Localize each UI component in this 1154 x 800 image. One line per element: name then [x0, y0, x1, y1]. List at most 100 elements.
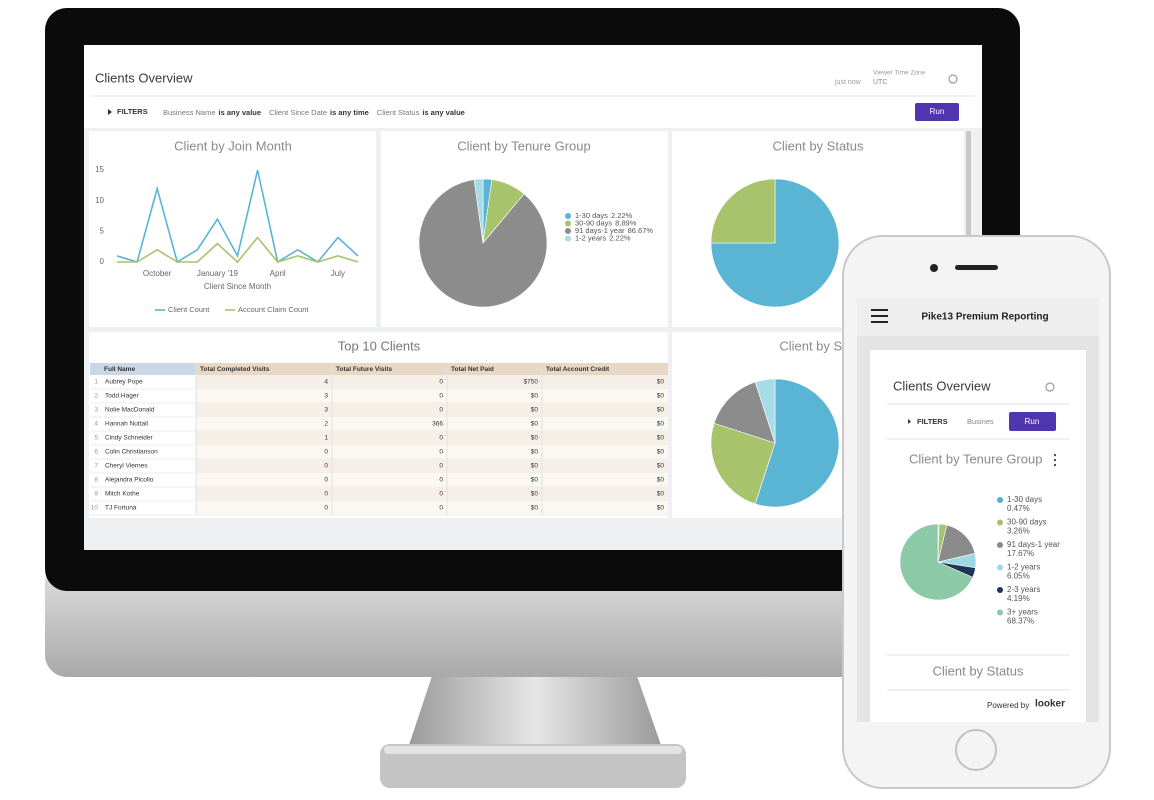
- cell: 0: [439, 505, 443, 512]
- legend-label: 30-90 days 8.89%: [575, 218, 637, 227]
- cell: Colin Christianson: [105, 449, 158, 456]
- legend-name: 91 days-1 year: [1007, 540, 1060, 549]
- legend-swatch: [565, 235, 571, 242]
- legend-name: 3+ years: [1007, 608, 1038, 617]
- cell: $0: [531, 505, 539, 512]
- phone-app-bar: [857, 298, 1099, 336]
- settings-icon[interactable]: [948, 74, 958, 84]
- table-title: Top 10 Clients: [338, 338, 421, 353]
- menu-icon[interactable]: [871, 309, 888, 323]
- legend-value: 0.47%: [1007, 504, 1030, 513]
- filter-field: Client Status: [377, 108, 420, 117]
- monitor-base-top: [384, 746, 682, 754]
- filter-condition: is any value: [422, 108, 465, 117]
- cell: 0: [439, 379, 443, 386]
- home-button[interactable]: [955, 729, 997, 771]
- row-number: 8: [94, 477, 98, 484]
- legend-swatch: [997, 564, 1003, 571]
- x-axis-label: Client Since Month: [204, 282, 271, 291]
- cell: $0: [657, 505, 665, 512]
- timezone-label: Viewer Time Zone: [873, 70, 926, 77]
- cell: 0: [324, 491, 328, 498]
- pie-slice: [710, 178, 840, 308]
- legend-swatch: [997, 519, 1003, 526]
- run-button[interactable]: [915, 103, 959, 121]
- legend-name: 1-2 years: [575, 233, 607, 242]
- desktop-content: Clients Overview just now Viewer Time Zone…: [90, 70, 945, 516]
- table-row-bg: [196, 403, 668, 417]
- cell: 0: [439, 463, 443, 470]
- phone: [842, 235, 1111, 789]
- cell: $0: [657, 435, 665, 442]
- y-tick-label: 15: [95, 165, 104, 174]
- cell: 0: [439, 491, 443, 498]
- last-updated: just now: [834, 79, 862, 86]
- legend-swatch: [565, 220, 571, 227]
- cell: $0: [657, 379, 665, 386]
- filters-caret: [108, 109, 112, 115]
- row-number: 4: [94, 421, 98, 428]
- legend-name: 30-90 days: [1007, 518, 1047, 527]
- legend-label: 1-30 days 0.47%: [1007, 495, 1042, 513]
- legend-swatch: [997, 497, 1003, 503]
- cell: Cheryl Viernes: [105, 463, 148, 470]
- cell: 0: [324, 449, 328, 456]
- row-number: 9: [94, 491, 98, 498]
- phone-content: Pike13 Premium Reporting Clients Overview…: [893, 312, 1065, 710]
- row-number: 3: [94, 407, 98, 414]
- legend-value: 3.26%: [1007, 527, 1030, 536]
- cell: Cindy Schneider: [105, 435, 154, 442]
- row-number: 6: [94, 449, 98, 456]
- monitor-base: [380, 744, 686, 788]
- column-header: Total Completed Visits: [200, 366, 270, 373]
- dashboard-title: Clients Overview: [893, 378, 991, 393]
- cell: Alejandra Picollo: [105, 477, 154, 484]
- row-number: 1: [94, 379, 98, 386]
- table-row-bg: [196, 417, 668, 431]
- cell: 3: [324, 393, 328, 400]
- legend-label: 91 days-1 year 86.67%: [575, 226, 653, 235]
- legend-name: 1-30 days: [575, 211, 608, 220]
- settings-icon[interactable]: [1045, 382, 1055, 392]
- filter-preview: Busines: [967, 417, 994, 426]
- cell: $0: [657, 491, 665, 498]
- run-button-label[interactable]: Run: [930, 107, 945, 116]
- cell: $0: [531, 393, 539, 400]
- cell: 0: [439, 435, 443, 442]
- scrollbar: [966, 131, 971, 251]
- pie-slice: [710, 178, 776, 244]
- column-header: Total Account Credit: [546, 366, 610, 373]
- cell: $0: [531, 449, 539, 456]
- cell: 1: [324, 435, 328, 442]
- pie-slice: [713, 381, 776, 444]
- cell: Hannah Nuttall: [105, 421, 149, 428]
- x-tick-label: July: [331, 269, 345, 278]
- legend-value: 86.67%: [628, 226, 654, 235]
- run-button-label[interactable]: Run: [1025, 417, 1040, 426]
- pie-slice: [418, 179, 548, 308]
- brand: looker: [1035, 699, 1065, 710]
- cell: $0: [531, 491, 539, 498]
- legend-value: 6.05%: [1007, 572, 1030, 581]
- cell: $0: [657, 449, 665, 456]
- chart-title: Client by Status: [772, 138, 864, 153]
- legend-label: Client Count: [168, 305, 210, 314]
- legend-label: 91 days-1 year 17.67%: [1007, 540, 1060, 558]
- tile: [89, 131, 376, 327]
- cell: 0: [324, 477, 328, 484]
- run-button[interactable]: [1009, 412, 1056, 431]
- x-tick-label: October: [143, 269, 172, 278]
- cell: $0: [657, 393, 665, 400]
- cell: $0: [531, 435, 539, 442]
- table-row-bg: [196, 459, 668, 473]
- cell: $750: [524, 379, 539, 386]
- pie-slice: [899, 523, 974, 601]
- cell: 0: [324, 463, 328, 470]
- pie-slice: [937, 524, 976, 563]
- cell: $0: [531, 421, 539, 428]
- filter-field: Client Since Date: [269, 108, 327, 117]
- table-header-bg: [196, 363, 668, 375]
- chart-title: Client by Join Month: [174, 138, 292, 153]
